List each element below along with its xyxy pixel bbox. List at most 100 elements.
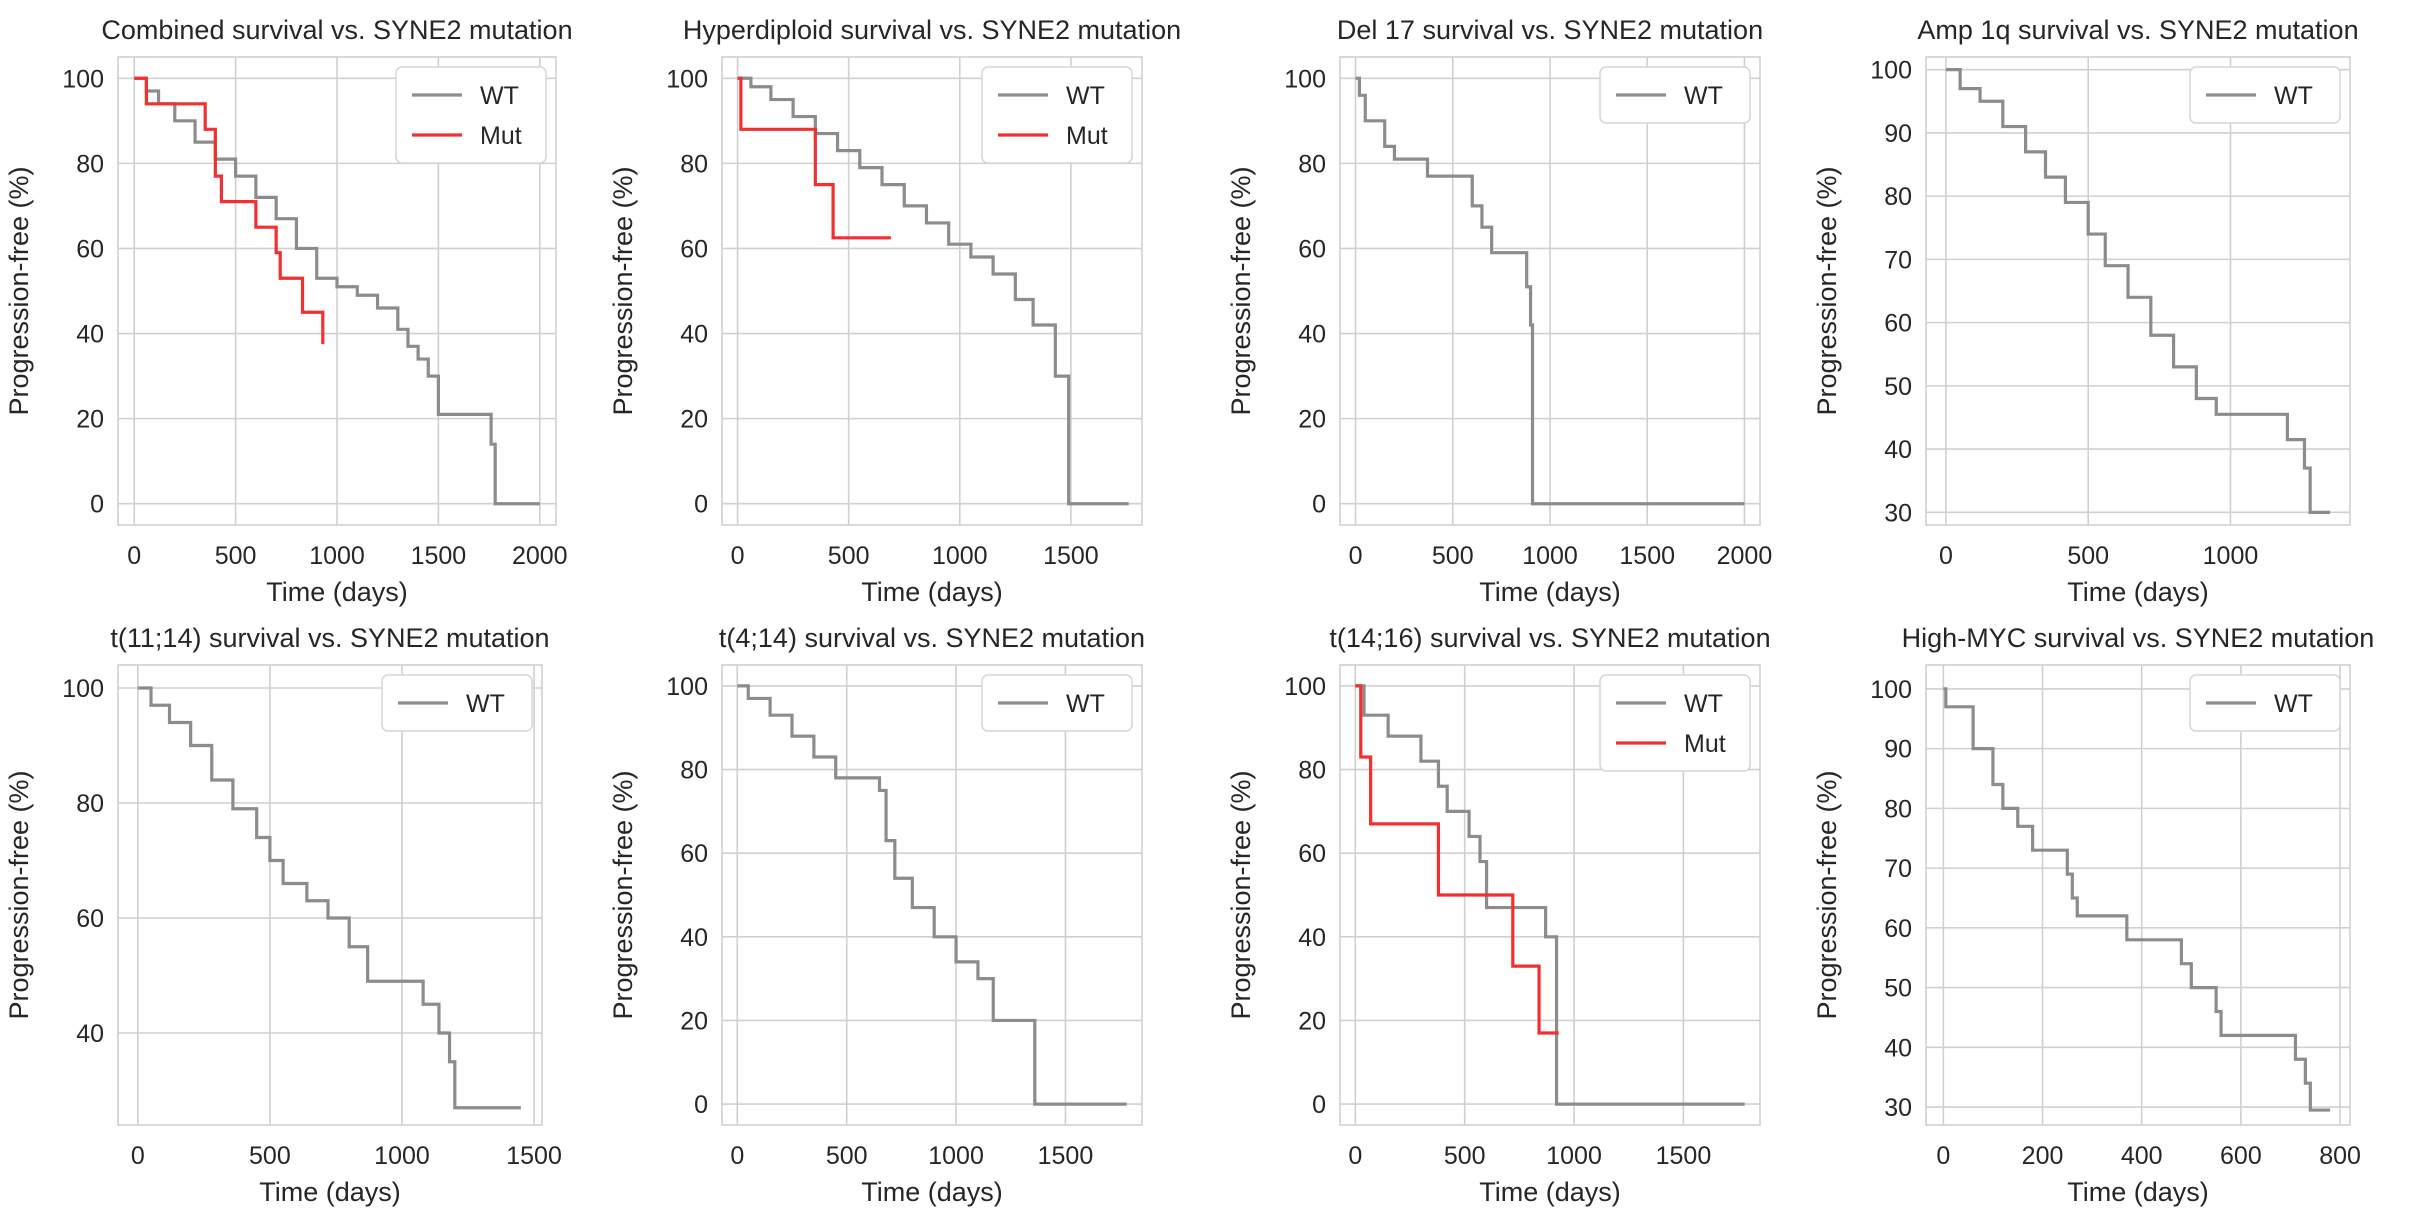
series-line-wt bbox=[737, 684, 1127, 1106]
x-tick-label: 1500 bbox=[411, 542, 467, 570]
legend: WT bbox=[1599, 66, 1751, 124]
x-tick-label: 0 bbox=[730, 1142, 744, 1170]
y-axis-label: Progression-free (%) bbox=[1812, 770, 1842, 1019]
y-tick-label: 60 bbox=[680, 840, 708, 868]
y-tick-label: 100 bbox=[1870, 676, 1912, 704]
x-tick-label: 1000 bbox=[1546, 1142, 1602, 1170]
y-tick-label: 40 bbox=[680, 924, 708, 952]
axes-frame bbox=[117, 56, 557, 526]
legend-label: WT bbox=[466, 690, 505, 718]
axes-frame bbox=[1339, 56, 1761, 526]
series-line-mut bbox=[1355, 684, 1559, 1035]
y-axis-label: Progression-free (%) bbox=[608, 166, 638, 415]
series-line-wt bbox=[1355, 76, 1745, 506]
y-tick-label: 20 bbox=[1298, 1007, 1326, 1035]
y-tick-label: 30 bbox=[1884, 499, 1912, 527]
x-axis-label: Time (days) bbox=[861, 1177, 1003, 1207]
y-tick-label: 100 bbox=[62, 675, 104, 703]
legend-label: WT bbox=[1066, 82, 1105, 110]
y-tick-label: 70 bbox=[1884, 246, 1912, 274]
legend-label: WT bbox=[1684, 82, 1723, 110]
x-tick-label: 1500 bbox=[506, 1142, 562, 1170]
x-tick-label: 1000 bbox=[928, 1142, 984, 1170]
legend: WT bbox=[381, 674, 533, 732]
y-tick-label: 0 bbox=[694, 1091, 708, 1119]
y-tick-label: 20 bbox=[1298, 406, 1326, 434]
y-tick-label: 60 bbox=[76, 235, 104, 263]
y-tick-label: 100 bbox=[666, 65, 708, 93]
x-tick-label: 500 bbox=[249, 1142, 291, 1170]
y-tick-label: 60 bbox=[1884, 310, 1912, 338]
y-tick-label: 20 bbox=[680, 1007, 708, 1035]
chart-title: High-MYC survival vs. SYNE2 mutation bbox=[1902, 623, 2375, 653]
x-tick-label: 200 bbox=[2022, 1142, 2064, 1170]
x-tick-label: 1500 bbox=[1043, 542, 1099, 570]
x-tick-label: 0 bbox=[1939, 542, 1953, 570]
x-tick-label: 1500 bbox=[1038, 1142, 1094, 1170]
x-tick-label: 400 bbox=[2121, 1142, 2163, 1170]
chart-title: Hyperdiploid survival vs. SYNE2 mutation bbox=[683, 15, 1181, 45]
x-tick-label: 0 bbox=[127, 542, 141, 570]
y-tick-label: 80 bbox=[680, 757, 708, 785]
x-tick-label: 1000 bbox=[374, 1142, 430, 1170]
x-tick-label: 1500 bbox=[1656, 1142, 1712, 1170]
legend-label: WT bbox=[1066, 690, 1105, 718]
y-axis-label: Progression-free (%) bbox=[1226, 770, 1256, 1019]
y-tick-label: 30 bbox=[1884, 1094, 1912, 1122]
y-tick-label: 20 bbox=[680, 406, 708, 434]
axes-frame bbox=[1925, 664, 2351, 1126]
chart-title: Combined survival vs. SYNE2 mutation bbox=[101, 15, 572, 45]
legend-label: Mut bbox=[480, 122, 522, 150]
y-tick-label: 80 bbox=[1298, 150, 1326, 178]
series-line-wt bbox=[1943, 687, 2331, 1112]
y-tick-label: 90 bbox=[1884, 736, 1912, 764]
y-tick-label: 20 bbox=[76, 406, 104, 434]
legend: WT Mut bbox=[981, 66, 1133, 164]
y-tick-label: 50 bbox=[1884, 975, 1912, 1003]
x-axis-label: Time (days) bbox=[266, 577, 408, 607]
legend: WT bbox=[981, 674, 1133, 732]
x-tick-label: 0 bbox=[1936, 1142, 1950, 1170]
y-tick-label: 40 bbox=[1884, 1034, 1912, 1062]
y-tick-label: 40 bbox=[680, 321, 708, 349]
legend-box bbox=[2189, 674, 2341, 732]
y-tick-label: 60 bbox=[1884, 915, 1912, 943]
x-tick-label: 0 bbox=[1349, 542, 1363, 570]
y-tick-label: 0 bbox=[90, 491, 104, 519]
y-tick-label: 0 bbox=[1312, 491, 1326, 519]
y-tick-label: 80 bbox=[1884, 795, 1912, 823]
y-tick-label: 0 bbox=[694, 491, 708, 519]
y-axis-label: Progression-free (%) bbox=[608, 770, 638, 1019]
x-axis-label: Time (days) bbox=[1479, 1177, 1621, 1207]
x-axis-label: Time (days) bbox=[1479, 577, 1621, 607]
series-line-wt bbox=[737, 76, 1129, 506]
x-tick-label: 500 bbox=[1432, 542, 1474, 570]
x-axis-label: Time (days) bbox=[861, 577, 1003, 607]
x-tick-label: 1500 bbox=[1619, 542, 1675, 570]
y-tick-label: 80 bbox=[76, 790, 104, 818]
series-line-wt bbox=[1355, 684, 1745, 1106]
y-tick-label: 40 bbox=[76, 321, 104, 349]
y-tick-label: 80 bbox=[76, 150, 104, 178]
x-tick-label: 500 bbox=[215, 542, 257, 570]
chart-title: t(4;14) survival vs. SYNE2 mutation bbox=[719, 623, 1145, 653]
y-axis-label: Progression-free (%) bbox=[1226, 166, 1256, 415]
y-tick-label: 60 bbox=[1298, 840, 1326, 868]
legend-label: WT bbox=[480, 82, 519, 110]
x-tick-label: 2000 bbox=[1717, 542, 1773, 570]
legend: WT Mut bbox=[395, 66, 547, 164]
chart-panel-8: 30 40 50 60 70 80 90 100 0 200 400 600 800 High-MYC s… bbox=[1812, 623, 2374, 1207]
y-tick-label: 80 bbox=[1884, 183, 1912, 211]
chart-title: Del 17 survival vs. SYNE2 mutation bbox=[1337, 15, 1763, 45]
x-tick-label: 1000 bbox=[1522, 542, 1578, 570]
series-line-wt bbox=[134, 76, 540, 506]
axes-frame bbox=[117, 664, 543, 1126]
legend: WT Mut bbox=[1599, 674, 1751, 772]
y-tick-label: 100 bbox=[1870, 57, 1912, 85]
x-tick-label: 2000 bbox=[512, 542, 568, 570]
